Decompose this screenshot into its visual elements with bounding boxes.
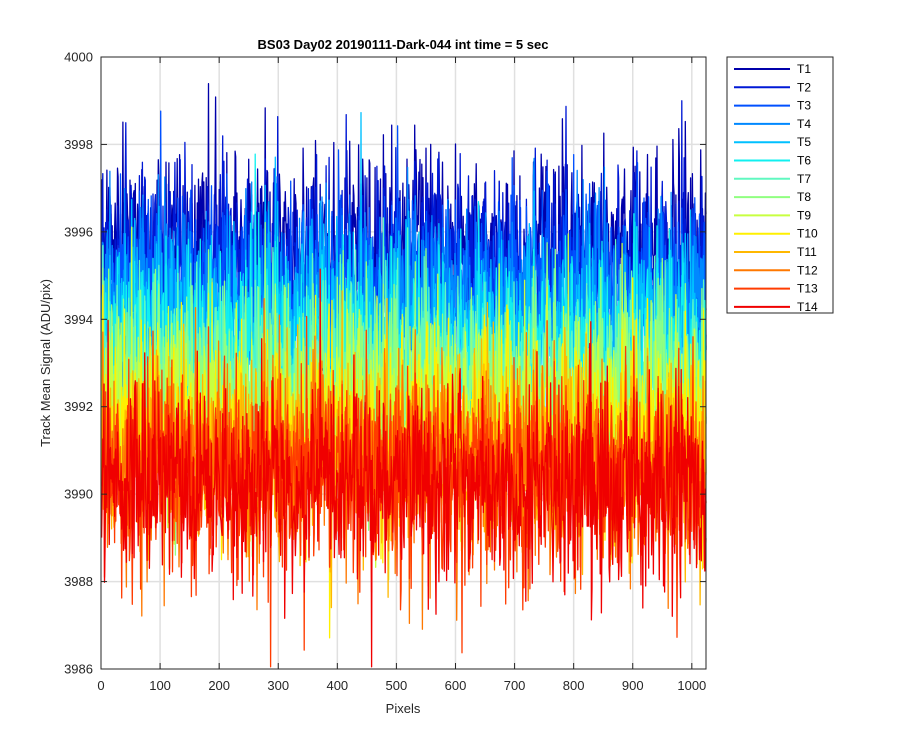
chart-title: BS03 Day02 20190111-Dark-044 int time = …: [258, 37, 549, 52]
plot-frame: [100, 56, 707, 670]
legend-label: T11: [797, 245, 817, 259]
series-lines: [100, 83, 707, 668]
legend-label: T7: [797, 172, 811, 186]
y-axis-ticks: 3986 3988 3990 3992 3994 3996 3998 4000: [64, 50, 706, 677]
x-tick-label: 900: [622, 678, 644, 693]
y-tick-label: 3996: [64, 224, 93, 239]
x-tick-label: 0: [97, 678, 104, 693]
y-tick-label: 3986: [64, 662, 93, 677]
y-tick-label: 3998: [64, 137, 93, 152]
legend-label: T6: [797, 154, 811, 168]
y-tick-label: 4000: [64, 50, 93, 65]
x-tick-label: 400: [326, 678, 348, 693]
x-tick-label: 600: [445, 678, 467, 693]
legend-label: T14: [797, 300, 818, 314]
legend-label: T3: [797, 99, 811, 113]
x-tick-label: 700: [504, 678, 526, 693]
x-tick-label: 200: [208, 678, 230, 693]
x-tick-label: 1000: [677, 678, 706, 693]
y-tick-label: 3994: [64, 312, 93, 327]
x-axis-ticks: 0 100 200 300 400 500 600 700 800 900 1000: [97, 57, 706, 693]
legend-label: T2: [797, 80, 811, 94]
x-tick-label: 500: [386, 678, 408, 693]
legend-label: T10: [797, 227, 818, 241]
legend-label: T4: [797, 117, 811, 131]
legend-items: T1 T2 T3 T4 T5 T6 T7 T8 T9 T10 T11 T12 T13 T14: [734, 62, 818, 314]
y-axis-label: Track Mean Signal (ADU/pix): [38, 279, 53, 447]
x-axis-label: Pixels: [386, 701, 421, 716]
y-tick-label: 3992: [64, 399, 93, 414]
y-tick-label: 3990: [64, 487, 93, 502]
x-tick-label: 300: [267, 678, 289, 693]
legend-label: T13: [797, 282, 818, 296]
legend-label: T12: [797, 263, 818, 277]
legend-label: T1: [797, 62, 811, 76]
legend: T1 T2 T3 T4 T5 T6 T7 T8 T9 T10 T11 T12 T13 T14: [726, 56, 834, 314]
legend-label: T9: [797, 208, 811, 222]
x-tick-label: 800: [563, 678, 585, 693]
series-line-t14: [100, 268, 707, 668]
legend-label: T5: [797, 135, 811, 149]
y-tick-label: 3988: [64, 574, 93, 589]
legend-label: T8: [797, 190, 811, 204]
x-tick-label: 100: [149, 678, 171, 693]
